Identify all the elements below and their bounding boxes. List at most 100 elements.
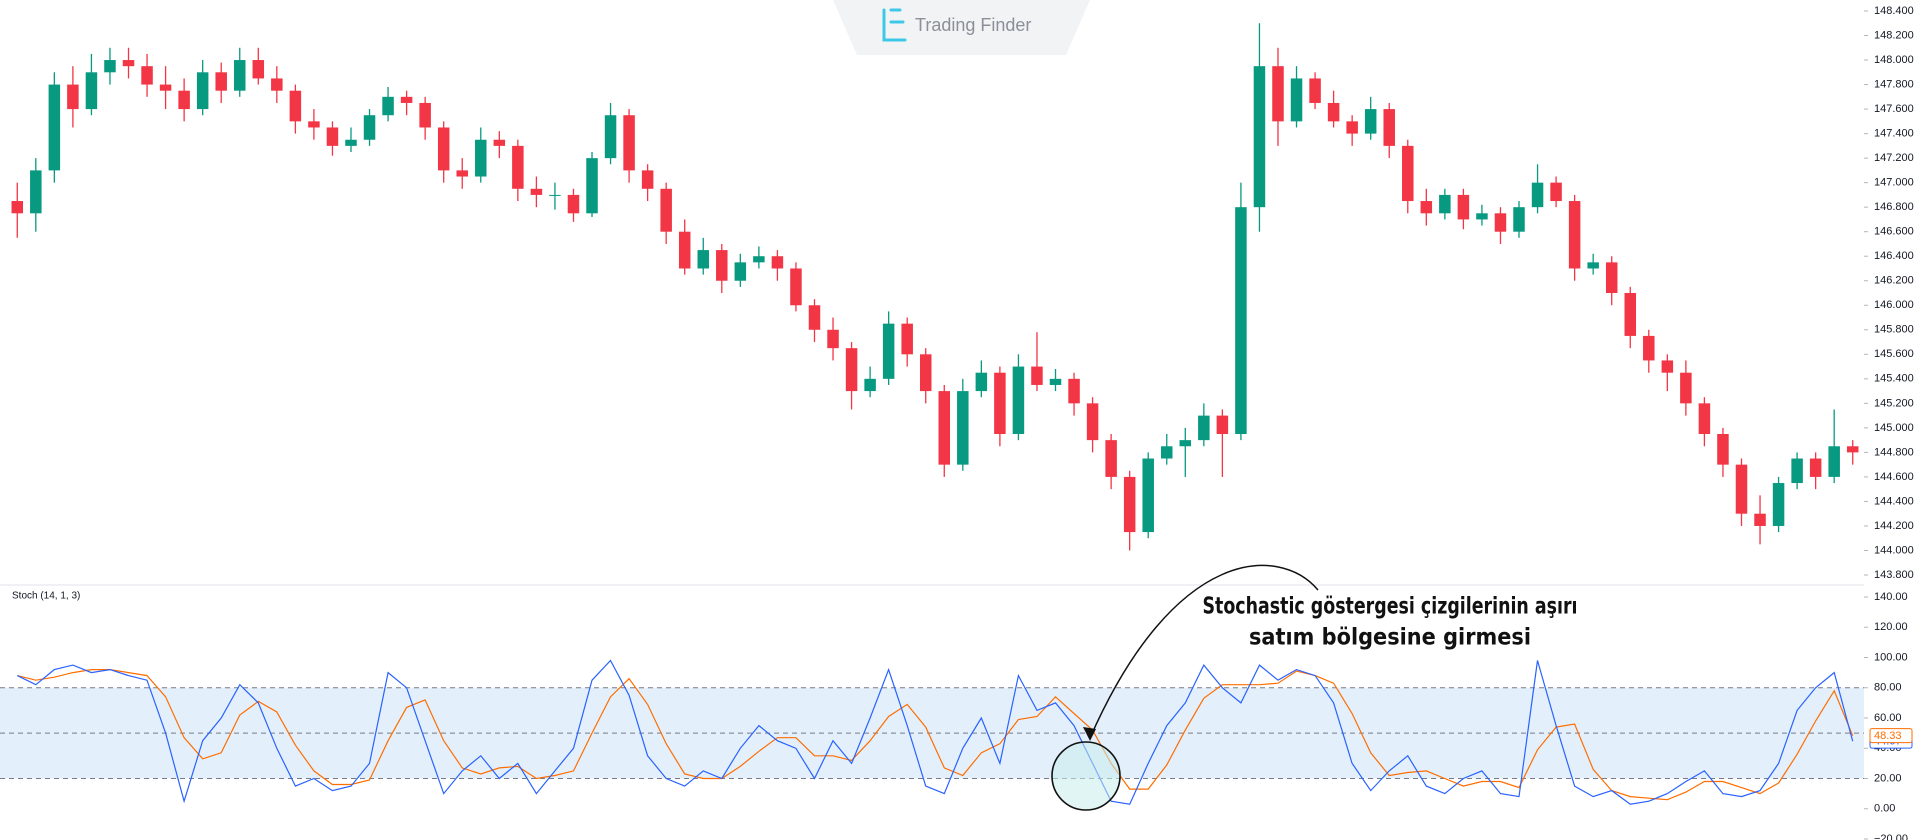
candle-body: [753, 256, 765, 263]
candle-body: [326, 127, 339, 146]
candle-body: [215, 72, 227, 91]
annotation-line: satım bölgesine girmesi: [1249, 625, 1531, 651]
candle-body: [1327, 102, 1340, 122]
candle-body: [493, 139, 506, 146]
candle-body: [1828, 446, 1840, 477]
y-tick-label: 144.600: [1874, 471, 1914, 483]
y-tick-label: 120.00: [1874, 621, 1908, 633]
candle-body: [1309, 78, 1321, 103]
stoch-line: [17, 669, 1854, 801]
candle-body: [48, 84, 61, 171]
candle-body: [1346, 121, 1358, 134]
candle-body: [845, 348, 858, 392]
candle-body: [1105, 440, 1117, 477]
y-tick-label: 145.000: [1874, 422, 1914, 434]
candle-body: [1457, 194, 1470, 220]
candle-body: [660, 188, 672, 232]
candle-body: [1383, 109, 1395, 146]
candle-body: [808, 305, 821, 330]
candle-body: [1735, 464, 1748, 514]
candle-body: [1012, 366, 1025, 434]
candle-body: [1420, 201, 1433, 214]
candle-body: [308, 121, 320, 128]
candle-body: [234, 60, 246, 91]
annotation-arrowhead: [1083, 727, 1096, 741]
watermark-text: Trading Finder: [915, 15, 1031, 35]
candle-body: [1476, 213, 1488, 220]
candle-body: [1439, 194, 1451, 214]
candle-body: [882, 323, 895, 379]
candle-body: [1068, 378, 1080, 404]
candle-body: [1605, 262, 1618, 293]
candle-body: [196, 72, 209, 110]
candle-body: [1049, 378, 1062, 385]
y-tick-label: 0.00: [1874, 803, 1895, 815]
y-tick-label: 148.400: [1874, 5, 1914, 17]
candle-body: [604, 115, 617, 159]
candle-body: [419, 102, 431, 128]
candle-body: [1531, 182, 1544, 208]
candle-body: [938, 391, 951, 465]
y-tick-label: 146.200: [1874, 275, 1914, 287]
candle-body: [252, 60, 265, 79]
candle-body: [67, 84, 79, 110]
y-tick-label: 148.000: [1874, 54, 1914, 66]
y-tick-label: 144.000: [1874, 544, 1914, 556]
candle-body: [1161, 446, 1173, 459]
candle-body: [85, 72, 98, 110]
candle-body: [975, 372, 988, 392]
candle-body: [530, 188, 543, 195]
y-tick-label: 144.800: [1874, 446, 1914, 458]
y-tick-label: 143.800: [1874, 569, 1914, 581]
candle-body: [957, 391, 969, 465]
candle-body: [623, 115, 635, 171]
candle-body: [271, 78, 283, 91]
candle-body: [122, 60, 135, 67]
highlight-circle: [1051, 741, 1121, 811]
candle-body: [512, 145, 524, 189]
y-tick-label: 144.400: [1874, 495, 1914, 507]
y-tick-label: 146.600: [1874, 226, 1914, 238]
candle-body: [1754, 513, 1766, 526]
candle-body: [1272, 66, 1284, 122]
back-layer: 148.400 148.200 148.000 147.800 147.600 147.4…: [0, 5, 1914, 840]
y-tick-label: 20.00: [1874, 772, 1902, 784]
candle-body: [1031, 366, 1043, 385]
candle-body: [1086, 403, 1099, 441]
candle-body: [1216, 415, 1229, 434]
watermark-icon: [882, 8, 907, 42]
y-tick-label: 145.400: [1874, 373, 1914, 385]
y-tick-label: 147.600: [1874, 103, 1914, 115]
last-value-label: 48.33: [1874, 730, 1902, 742]
candle-body: [1587, 262, 1599, 269]
y-tick-label: 100.00: [1874, 651, 1908, 663]
candle-body: [1235, 207, 1247, 434]
candle-body: [159, 84, 172, 91]
stoch-line: [17, 659, 1854, 805]
candle-body: [1772, 483, 1785, 526]
candle-body: [678, 231, 691, 269]
candle-body: [1717, 434, 1729, 465]
y-tick-label: 145.600: [1874, 348, 1914, 360]
candle-body: [30, 170, 42, 214]
candle-body: [1494, 213, 1507, 232]
y-tick-label: 147.200: [1874, 152, 1914, 164]
annotation-line: Stochastic göstergesi çizgilerinin aşırı: [1203, 594, 1578, 620]
candle-body: [345, 139, 357, 146]
candle-body: [1364, 109, 1377, 134]
candle-body: [994, 372, 1006, 434]
candle-body: [11, 201, 24, 214]
candle-body: [1513, 207, 1525, 232]
candle-body: [1402, 145, 1414, 202]
y-tick-label: 147.000: [1874, 177, 1914, 189]
candle-body: [716, 250, 728, 281]
candle-body: [1568, 201, 1581, 269]
marks-layer: 44.6748.33: [11, 23, 1913, 805]
y-tick-label: −20.00: [1874, 833, 1908, 840]
candle-body: [178, 90, 190, 110]
candle-body: [1123, 476, 1136, 533]
candle-body: [363, 115, 376, 140]
candle-body: [1643, 335, 1655, 361]
